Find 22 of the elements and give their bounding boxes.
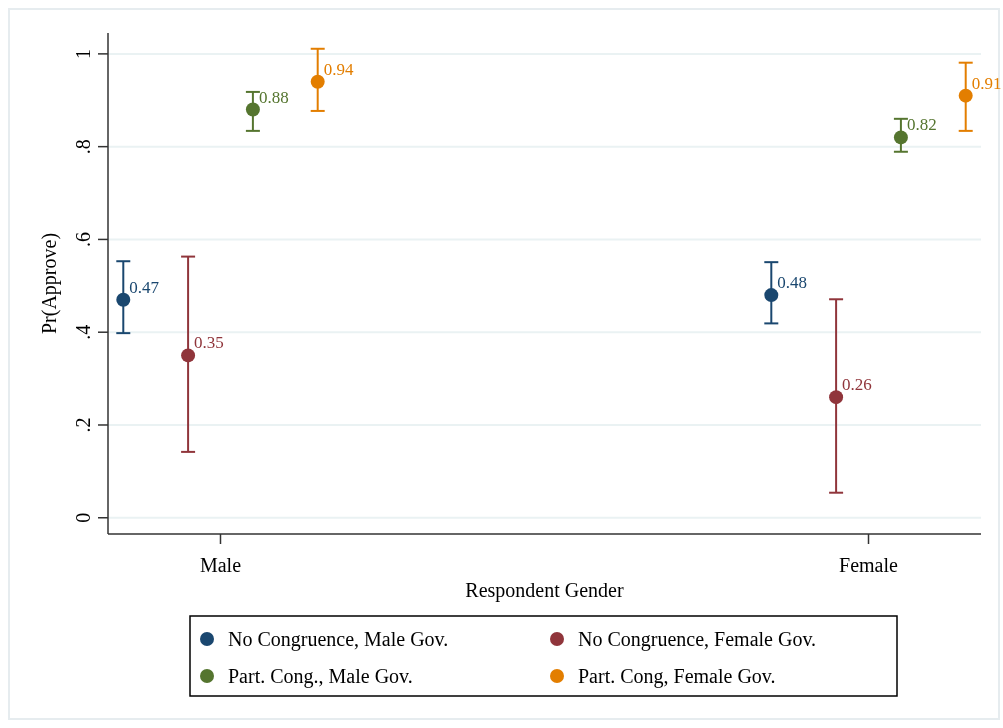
y-tick-label: .4 xyxy=(72,324,94,340)
data-label: 0.26 xyxy=(842,375,872,395)
data-label: 0.94 xyxy=(323,59,354,79)
y-tick-label: 0 xyxy=(72,512,94,523)
data-label: 0.88 xyxy=(258,87,289,107)
data-label: 0.47 xyxy=(129,277,160,297)
legend-label: No Congruence, Male Gov. xyxy=(228,628,449,651)
y-tick-label: 1 xyxy=(72,48,94,59)
legend-label: No Congruence, Female Gov. xyxy=(578,628,817,651)
y-axis-title: Pr(Approve) xyxy=(38,232,61,335)
x-tick-label: Male xyxy=(199,554,242,576)
legend-label: Part. Cong., Male Gov. xyxy=(228,665,413,688)
y-tick-label: .2 xyxy=(72,417,94,433)
data-label: 0.48 xyxy=(777,273,808,293)
legend-label: Part. Cong, Female Gov. xyxy=(578,665,776,688)
y-tick-label: .6 xyxy=(72,231,94,247)
data-label: 0.91 xyxy=(971,73,1002,93)
data-label: 0.82 xyxy=(906,115,937,135)
data-label: 0.35 xyxy=(194,333,224,353)
x-tick-label: Female xyxy=(839,554,899,576)
x-axis-title: Respondent Gender xyxy=(465,579,624,602)
y-tick-label: .8 xyxy=(72,139,94,155)
